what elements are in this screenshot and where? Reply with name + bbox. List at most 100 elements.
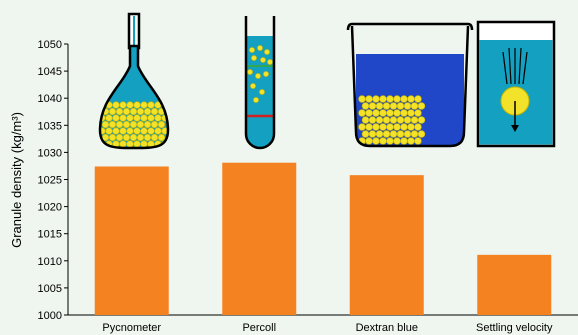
granule-dot [108, 133, 117, 142]
y-tick-label: 1025 [38, 175, 62, 187]
y-tick-label: 1000 [38, 310, 62, 322]
granule-dot [379, 95, 387, 103]
granule-dot [400, 109, 408, 117]
granule-dot [379, 123, 387, 131]
granule-dot [119, 127, 127, 135]
granule-dot [365, 95, 373, 103]
granule-dot [150, 120, 159, 129]
granule-dot [133, 127, 141, 135]
granule-dot [147, 101, 155, 109]
granule-dot [247, 69, 253, 75]
granule-dot [136, 120, 145, 129]
granule-dot [382, 130, 391, 138]
granule-dot [255, 73, 261, 79]
y-tick-label: 1045 [38, 66, 62, 78]
granule-dot [396, 116, 405, 124]
granule-dot [389, 102, 398, 110]
granule-dot [143, 133, 152, 142]
granule-dot [122, 120, 131, 129]
granule-dot [150, 107, 159, 116]
granule-dot [372, 109, 380, 117]
granule-dot [126, 140, 134, 148]
granule-dot [250, 83, 256, 89]
granule-dot [414, 123, 422, 131]
granule-dot [403, 102, 412, 110]
granule-dot [129, 120, 138, 129]
granule-dot [267, 59, 273, 65]
granule-dot [400, 137, 408, 145]
pycnometer-flask-icon [98, 12, 170, 150]
x-tick-label: Pycnometer [102, 322, 161, 334]
y-tick-label: 1010 [38, 256, 62, 268]
granule-dot [253, 97, 259, 103]
granule-dot [140, 140, 148, 148]
granule-dot [112, 127, 120, 135]
granule-dot [375, 130, 384, 138]
granule-dot [414, 95, 422, 103]
granule-dot [407, 95, 415, 103]
granule-dot [136, 107, 145, 116]
granule-dot [417, 116, 426, 124]
granule-dot [410, 102, 419, 110]
granule-dot [259, 89, 265, 95]
granule-dot [143, 120, 152, 129]
granule-dot [396, 102, 405, 110]
granule-dot [407, 123, 415, 131]
granule-dot [126, 101, 134, 109]
granule-dot [122, 107, 131, 116]
granule-dot [368, 130, 377, 138]
granule-dot [119, 101, 127, 109]
settling-trail-lines [502, 47, 528, 85]
y-tick-label: 1020 [38, 202, 62, 214]
granule-dot [133, 114, 141, 122]
granule-dot [361, 102, 370, 110]
granule-dot [403, 116, 412, 124]
bars [94, 162, 552, 315]
settling-column-icon [476, 20, 556, 148]
granule-dot [393, 137, 401, 145]
granule-dot [361, 130, 370, 138]
granule-dot [375, 102, 384, 110]
x-tick-label: Percoll [242, 322, 276, 334]
granule-dot [129, 107, 138, 116]
granule-dot [101, 120, 110, 129]
granule-dot [361, 116, 370, 124]
granule-dot [382, 102, 391, 110]
granule-dot [372, 95, 380, 103]
granule-dot [407, 137, 415, 145]
bar [222, 162, 297, 315]
granule-dot [157, 133, 166, 142]
x-tick-label: Settling velocity [476, 322, 553, 334]
granule-dot [126, 114, 134, 122]
granule-dot [414, 137, 422, 145]
granule-dot [154, 114, 162, 122]
granule-dot [358, 95, 366, 103]
granule-dot [393, 109, 401, 117]
granule-dot [129, 133, 138, 142]
granule-dot [372, 123, 380, 131]
granule-dot [368, 116, 377, 124]
granule-dot [379, 109, 387, 117]
granule-dot [386, 137, 394, 145]
granule-dot [410, 130, 419, 138]
granule-dot [407, 109, 415, 117]
dextran-beaker-icon [346, 22, 474, 148]
granule-dot [147, 127, 155, 135]
bar [349, 175, 424, 315]
granule-dot [400, 95, 408, 103]
granule-dot [150, 133, 159, 142]
granule-dot [251, 55, 257, 61]
granule-dot [375, 116, 384, 124]
granule-dot [140, 114, 148, 122]
granule-dot [257, 45, 263, 51]
granule-dot [386, 95, 394, 103]
granule-dot [122, 133, 131, 142]
granule-dot [136, 133, 145, 142]
granule-dot [260, 57, 266, 63]
granule-dot [115, 133, 124, 142]
y-axis-label: Granule density (kg/m³) [9, 112, 24, 248]
granule-dot [115, 107, 124, 116]
granule-dot [417, 130, 426, 138]
granule-dot [414, 109, 422, 117]
